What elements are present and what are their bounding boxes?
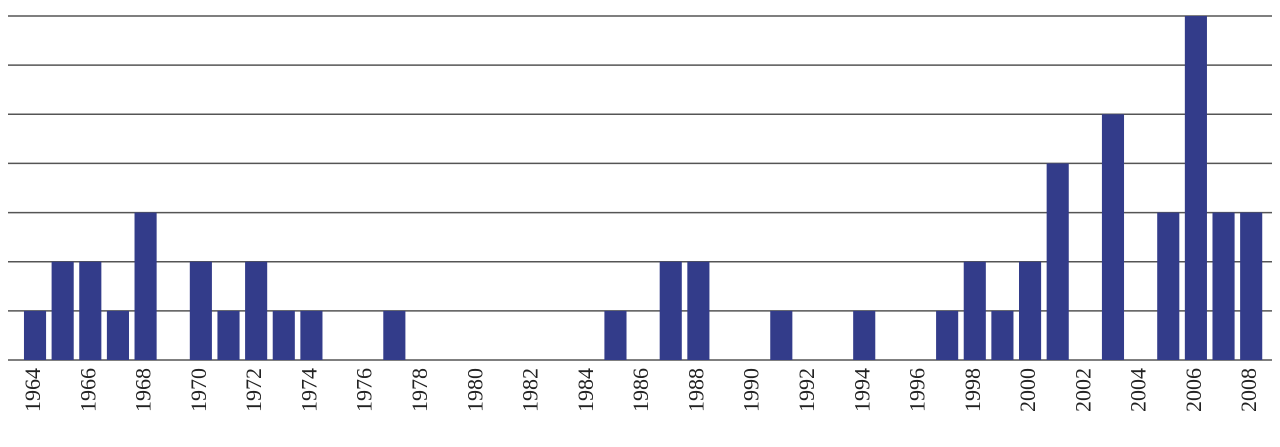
bar xyxy=(853,310,876,360)
x-tick-label: 1996 xyxy=(905,368,930,412)
x-tick-label: 1964 xyxy=(20,368,45,412)
bar xyxy=(770,310,793,360)
bar xyxy=(23,310,47,360)
x-tick-label: 1990 xyxy=(739,368,764,412)
bar xyxy=(1019,261,1042,360)
bar xyxy=(1184,16,1207,360)
bar xyxy=(300,310,323,360)
bar xyxy=(1046,163,1069,360)
bar xyxy=(687,261,710,360)
x-tick-label: 1976 xyxy=(352,368,377,412)
bar xyxy=(134,212,157,360)
bar xyxy=(1240,212,1263,360)
x-tick-label: 1994 xyxy=(849,368,874,412)
bar xyxy=(963,261,986,360)
bar xyxy=(991,310,1014,360)
bar xyxy=(245,261,268,360)
bar xyxy=(272,310,295,360)
bar xyxy=(189,261,212,360)
x-tick-label: 1986 xyxy=(628,368,653,412)
x-tick-label: 1968 xyxy=(131,368,156,412)
x-tick-label: 1992 xyxy=(794,368,819,412)
bar xyxy=(106,310,129,360)
bar xyxy=(383,310,406,360)
x-tick-label: 2008 xyxy=(1236,368,1261,412)
x-tick-label: 1966 xyxy=(75,368,100,412)
bar xyxy=(217,310,240,360)
x-tick-label: 1972 xyxy=(241,368,266,412)
bar xyxy=(1212,212,1235,360)
x-tick-label: 1980 xyxy=(462,368,487,412)
bar xyxy=(659,261,682,360)
x-tick-label: 1978 xyxy=(407,368,432,412)
x-tick-label: 2002 xyxy=(1070,368,1095,412)
x-tick-label: 1970 xyxy=(186,368,211,412)
x-tick-label: 1988 xyxy=(683,368,708,412)
x-tick-label: 1982 xyxy=(518,368,543,412)
x-tick-label: 2000 xyxy=(1015,368,1040,412)
bar xyxy=(51,261,74,360)
x-tick-label: 1998 xyxy=(960,368,985,412)
bar xyxy=(1101,114,1125,361)
x-tick-label: 1984 xyxy=(573,368,598,412)
bar xyxy=(1157,212,1180,360)
bar xyxy=(604,310,627,360)
x-tick-label: 1974 xyxy=(296,368,321,412)
bar xyxy=(79,261,102,360)
x-tick-label: 2006 xyxy=(1181,368,1206,412)
x-tick-label: 2004 xyxy=(1126,368,1151,412)
bar xyxy=(936,310,959,360)
